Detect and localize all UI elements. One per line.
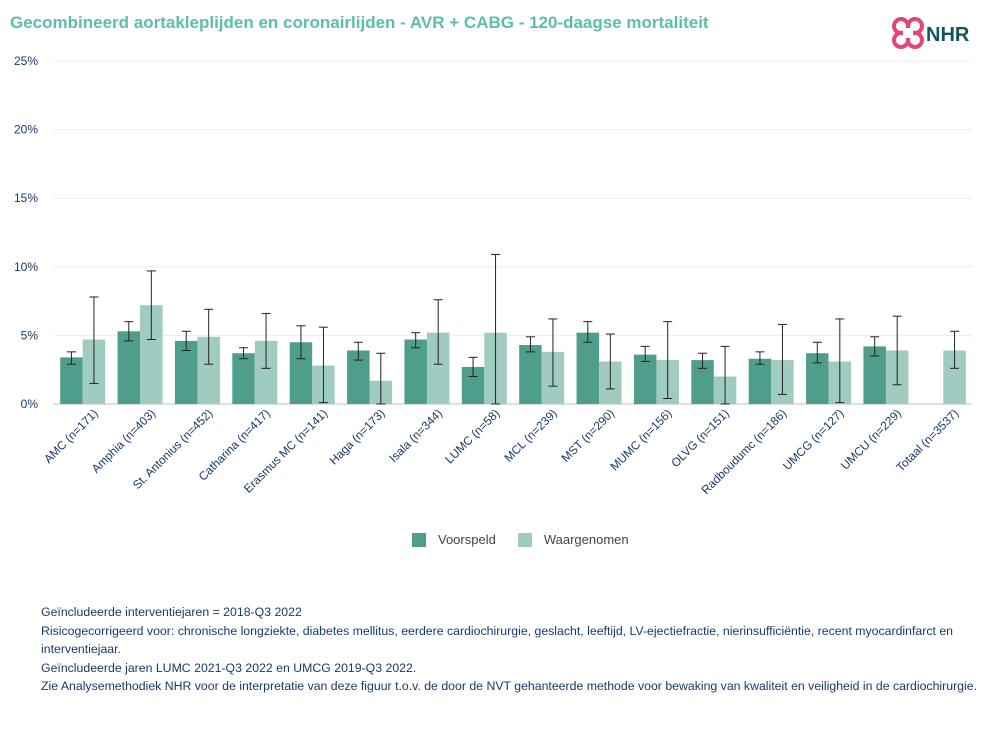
x-tick-label: MST (n=290) (559, 406, 618, 465)
x-axis: AMC (n=171)Amphia (n=403)St. Antonius (n… (41, 406, 961, 497)
x-tick-label: LUMC (n=58) (442, 406, 502, 466)
legend-item-waargenomen[interactable]: Waargenomen (517, 532, 629, 547)
page-title: Gecombineerd aortakleplijden en coronair… (10, 13, 709, 32)
x-tick-label: UMCG (n=127) (780, 406, 847, 473)
x-tick-label: AMC (n=171) (41, 406, 101, 466)
bar-voorspeld[interactable] (863, 346, 886, 404)
legend-swatch-waargenomen (517, 532, 532, 547)
y-tick-label: 25% (14, 54, 38, 68)
bar-voorspeld[interactable] (461, 366, 485, 404)
bar-voorspeld[interactable] (748, 358, 772, 404)
y-tick-label: 10% (14, 260, 38, 274)
y-tick-label: 5% (21, 328, 39, 342)
footnote-1: Geïncludeerde interventiejaren = 2018-Q3… (41, 605, 302, 619)
bar-voorspeld[interactable] (404, 339, 427, 404)
y-tick-label: 20% (14, 123, 38, 137)
legend-label-voorspeld: Voorspeld (438, 532, 496, 547)
bar-voorspeld[interactable] (691, 360, 714, 404)
bar-waargenomen[interactable] (254, 340, 278, 404)
bar-voorspeld[interactable] (289, 342, 313, 404)
bar-voorspeld[interactable] (633, 354, 657, 404)
nhr-cross-logo-icon: NHR (892, 17, 970, 49)
x-tick-label: Haga (n=173) (327, 406, 388, 467)
y-tick-label: 0% (21, 397, 39, 411)
bar-voorspeld[interactable] (60, 357, 83, 404)
nhr-logo[interactable]: NHR (890, 16, 990, 56)
bars (60, 305, 966, 404)
bar-voorspeld[interactable] (347, 350, 370, 404)
x-tick-label: MCL (n=239) (501, 406, 560, 465)
bar-voorspeld[interactable] (806, 353, 829, 404)
bar-waargenomen[interactable] (197, 336, 220, 404)
bar-voorspeld[interactable] (232, 353, 255, 404)
y-tick-label: 15% (14, 191, 38, 205)
legend-item-voorspeld[interactable]: Voorspeld (412, 532, 496, 547)
y-axis: 0% 5% 10% 15% 20% 25% (14, 54, 38, 411)
footnote-2: Risicogecorrigeerd voor: chronische long… (41, 623, 954, 657)
legend-label-waargenomen: Waargenomen (543, 532, 629, 547)
x-tick-label: Isala (n=344) (386, 406, 445, 465)
x-tick-label: OLVG (n=151) (668, 406, 732, 470)
bar-chart: 0% 5% 10% 15% 20% 25% AMC (n=171)Amphia (n=40… (14, 54, 972, 497)
bar-voorspeld[interactable] (117, 331, 141, 404)
bar-voorspeld[interactable] (519, 345, 542, 404)
footnote-4: Zie Analysemethodiek NHR voor de interpr… (41, 679, 978, 693)
x-tick-label: MUMC (n=156) (607, 406, 674, 473)
error-bars (66, 253, 960, 405)
footnotes: Geïncludeerde interventiejaren = 2018-Q3… (41, 603, 986, 696)
bar-voorspeld[interactable] (174, 340, 198, 404)
bar-waargenomen[interactable] (943, 350, 966, 404)
footnote-3: Geïncludeerde jaren LUMC 2021-Q3 2022 en… (41, 660, 417, 675)
logo-text: NHR (926, 24, 970, 46)
legend: Voorspeld Waargenomen (412, 532, 651, 547)
bar-waargenomen[interactable] (140, 305, 163, 404)
bar-waargenomen[interactable] (426, 332, 450, 404)
legend-swatch-voorspeld (412, 532, 426, 547)
bar-voorspeld[interactable] (576, 332, 600, 404)
